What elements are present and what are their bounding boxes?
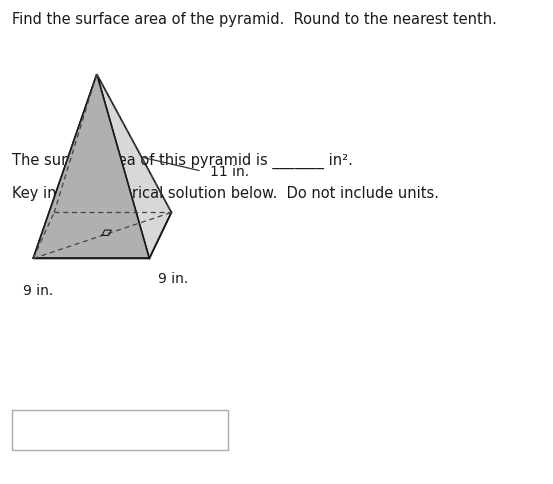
Polygon shape [97, 75, 171, 259]
FancyBboxPatch shape [12, 410, 228, 450]
Text: 11 in.: 11 in. [210, 165, 249, 179]
Polygon shape [54, 75, 171, 213]
Text: 9 in.: 9 in. [23, 283, 54, 297]
Polygon shape [33, 75, 97, 259]
Text: Find the surface area of the pyramid.  Round to the nearest tenth.: Find the surface area of the pyramid. Ro… [12, 12, 497, 27]
Text: The surface area of this pyramid is _______ in².: The surface area of this pyramid is ____… [12, 152, 353, 168]
Text: 9 in.: 9 in. [158, 271, 188, 285]
Polygon shape [33, 75, 149, 259]
Text: Key in the numerical solution below.  Do not include units.: Key in the numerical solution below. Do … [12, 185, 439, 200]
Polygon shape [33, 213, 171, 259]
